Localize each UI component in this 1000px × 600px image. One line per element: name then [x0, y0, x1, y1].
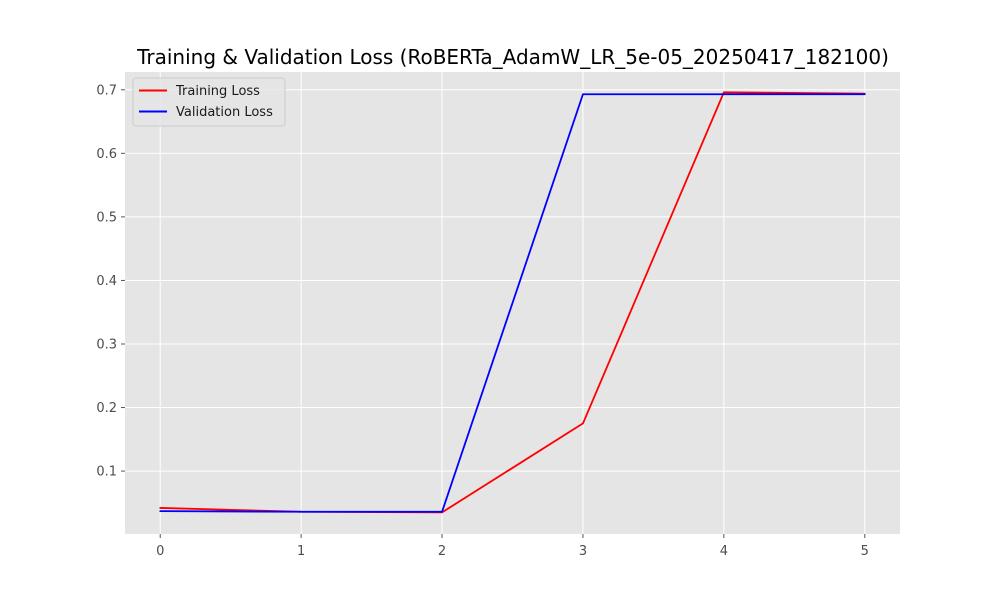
y-tick-label: 0.6 [96, 147, 117, 162]
legend: Training Loss Validation Loss [132, 77, 286, 127]
x-tick-label: 5 [861, 544, 869, 559]
y-tick-label: 0.3 [96, 337, 117, 352]
grid [125, 72, 900, 534]
x-tick-label: 1 [297, 544, 305, 559]
series-lines [159, 91, 866, 514]
legend-label-validation: Validation Loss [176, 105, 273, 120]
legend-label-training: Training Loss [175, 84, 260, 99]
x-axis: 0 1 2 3 4 5 [156, 534, 869, 559]
legend-box [132, 77, 286, 127]
y-tick-label: 0.4 [96, 274, 117, 289]
x-tick-label: 2 [438, 544, 446, 559]
y-tick-label: 0.5 [96, 210, 117, 225]
validation-lossline-line [159, 93, 866, 513]
y-axis: 0.1 0.2 0.3 0.4 0.5 0.6 0.7 [96, 83, 125, 480]
x-tick-label: 4 [720, 544, 728, 559]
x-tick-label: 0 [156, 544, 164, 559]
y-tick-label: 0.7 [96, 83, 117, 98]
y-tick-label: 0.2 [96, 401, 117, 416]
chart-title: Training & Validation Loss (RoBERTa_Adam… [136, 45, 889, 69]
y-tick-label: 0.1 [96, 465, 117, 480]
x-tick-label: 3 [579, 544, 587, 559]
